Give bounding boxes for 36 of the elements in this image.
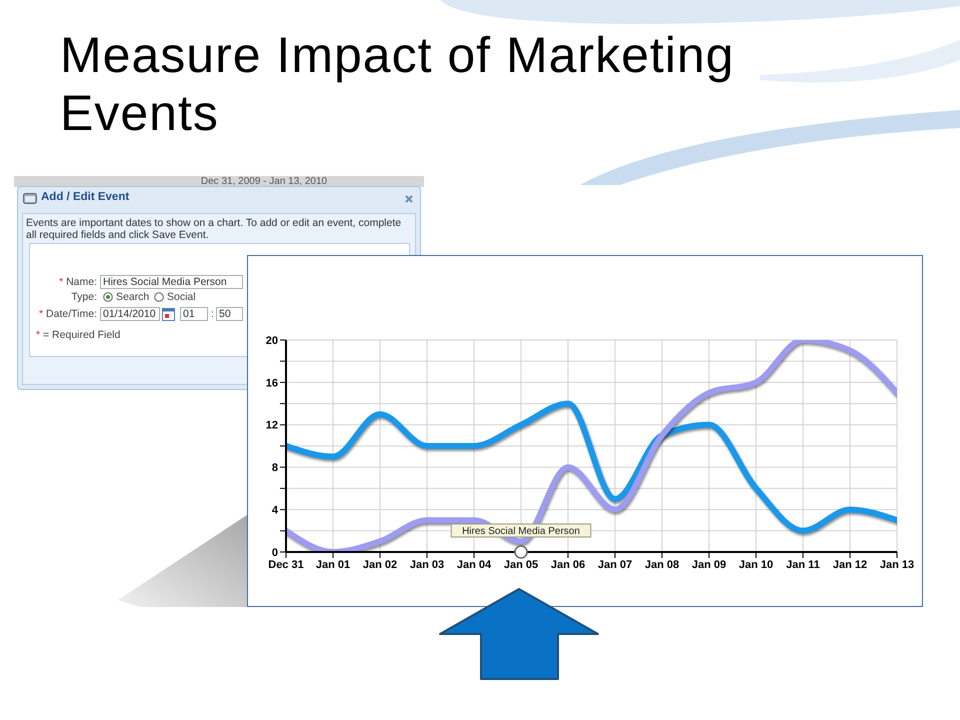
x-tick-label: Jan 09 — [692, 558, 726, 571]
x-tick-label: Jan 06 — [550, 558, 586, 571]
text: Add / Edit Event — [41, 191, 130, 203]
text: : — [211, 308, 214, 320]
text: Dec 31, 2009 - Jan 13, 2010 — [200, 176, 328, 187]
x-tick-label: Jan 07 — [598, 558, 632, 571]
text: * Name: — [58, 275, 97, 289]
text: 50 — [219, 308, 231, 320]
x-tick-label: Jan 08 — [644, 558, 680, 571]
x-tick-label: Jan 11 — [786, 558, 820, 571]
y-tick-label: 12 — [266, 420, 278, 432]
text: Social — [167, 291, 196, 303]
x-tick-label: Dec 31 — [268, 558, 304, 571]
y-tick-label: 8 — [272, 462, 278, 474]
text: Search — [116, 291, 150, 303]
x-tick-label: Jan 10 — [738, 558, 774, 571]
chart-title: Measure Impact of Marketing Events — [60, 27, 734, 141]
x-tick-label: Jan 03 — [410, 558, 444, 571]
text: 01/14/2010 — [103, 308, 156, 320]
y-tick-label: 4 — [272, 504, 279, 517]
y-tick-label: 20 — [266, 334, 278, 347]
text: * = Required Field — [36, 328, 120, 342]
text: Hires Social Media Person — [103, 276, 227, 288]
annotation: Hires Social Media Person — [462, 526, 580, 537]
text: Events are important dates to show on a chart. To add or edit an event, complete all required fields and click Save Event. — [26, 217, 402, 241]
x-tick-label: Jan 01 — [316, 558, 350, 571]
x-tick-label: Jan 02 — [362, 558, 398, 571]
text: 01 — [183, 308, 195, 320]
text: Type: — [71, 291, 97, 303]
y-tick-label: 16 — [266, 377, 278, 390]
y-tick-label: 0 — [272, 546, 278, 559]
x-tick-label: Jan 13 — [880, 558, 914, 571]
x-tick-label: Jan 04 — [456, 558, 492, 571]
text: * Date/Time: — [38, 307, 97, 321]
x-tick-label: Jan 12 — [832, 558, 868, 571]
x-tick-label: Jan 05 — [504, 558, 538, 571]
